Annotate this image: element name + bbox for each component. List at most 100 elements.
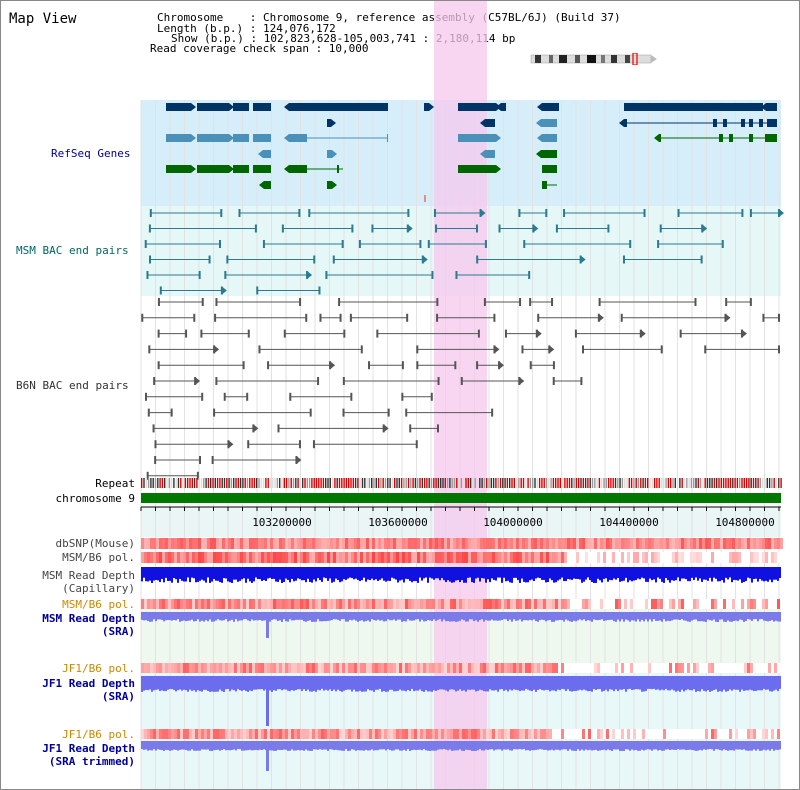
heat-cell: [543, 552, 546, 563]
depth-bar: [543, 567, 545, 580]
depth-bar: [287, 567, 289, 580]
read-depth-tracks[interactable]: [141, 567, 781, 771]
depth-bar: [309, 567, 311, 582]
depth-bar: [675, 741, 677, 750]
depth-bar: [625, 741, 627, 750]
heat-cell: [252, 538, 255, 549]
heat-cell: [486, 729, 489, 739]
heat-cell: [705, 663, 708, 673]
depth-bar: [629, 741, 631, 751]
repeat-element: [141, 478, 143, 488]
bac-end: [149, 209, 152, 217]
depth-bar: [721, 741, 723, 751]
depth-bar: [143, 676, 145, 691]
repeat-element: [304, 478, 306, 488]
heat-cell: [672, 663, 675, 673]
refseq-genes-track[interactable]: [166, 103, 777, 202]
depth-bar: [585, 741, 587, 750]
depth-bar: [651, 741, 653, 751]
repeat-element: [244, 478, 246, 488]
heat-cell: [474, 538, 477, 549]
depth-bar: [311, 676, 313, 692]
heat-cell: [144, 663, 147, 673]
depth-bar: [319, 567, 321, 581]
heat-cell: [588, 552, 591, 563]
heat-cell: [456, 538, 459, 549]
depth-bar: [163, 612, 165, 622]
depth-bar: [407, 676, 409, 690]
depth-bar: [325, 741, 327, 750]
heat-cell: [450, 729, 453, 739]
heat-cell: [726, 599, 729, 609]
depth-bar: [549, 741, 551, 751]
depth-bar: [323, 612, 325, 622]
depth-bar: [283, 612, 285, 620]
depth-bar: [361, 612, 363, 621]
depth-bar: [735, 612, 737, 621]
depth-bar: [725, 741, 727, 751]
depth-bar: [773, 612, 775, 622]
gene-exon: [541, 150, 557, 158]
depth-bar: [409, 741, 411, 751]
heat-cell: [147, 599, 150, 609]
depth-bar: [431, 567, 433, 579]
msm-bac-track[interactable]: [144, 209, 784, 295]
repeat-element: [262, 478, 265, 488]
heat-cell: [216, 729, 219, 739]
heat-cell: [264, 663, 267, 673]
heat-cell: [345, 729, 348, 739]
heat-cell: [612, 552, 615, 563]
heat-cell: [315, 599, 318, 609]
depth-bar: [303, 567, 305, 581]
depth-bar: [561, 676, 563, 689]
bac-end: [247, 440, 250, 449]
heat-cell: [168, 599, 171, 609]
heat-cell: [462, 538, 465, 549]
heat-cell: [591, 538, 594, 549]
heat-cell: [699, 729, 702, 739]
heat-cell: [321, 538, 324, 549]
chromosome-bar[interactable]: [141, 493, 781, 503]
heat-cell: [426, 663, 429, 673]
depth-bar: [503, 741, 505, 750]
depth-bar: [385, 676, 387, 692]
depth-bar: [541, 567, 543, 580]
heat-cell: [213, 599, 216, 609]
depth-bar: [305, 612, 307, 622]
heat-cell: [591, 552, 594, 563]
depth-bar: [683, 741, 685, 750]
depth-bar: [661, 741, 663, 751]
repeat-element: [621, 478, 624, 488]
heat-cell: [705, 599, 708, 609]
depth-bar: [499, 567, 501, 578]
bac-end: [679, 329, 682, 338]
depth-bar: [739, 612, 741, 620]
repeat-element: [693, 478, 695, 488]
depth-bar: [771, 741, 773, 750]
repeat-element: [674, 478, 676, 488]
heat-cell: [561, 729, 564, 739]
heat-cell: [402, 552, 405, 563]
depth-bar: [721, 612, 723, 620]
depth-bar: [777, 612, 779, 622]
heat-cell: [192, 663, 195, 673]
repeat-track[interactable]: [141, 478, 782, 488]
depth-bar: [231, 567, 233, 583]
highlight-region[interactable]: [434, 1, 487, 790]
heat-cell: [636, 552, 639, 563]
heat-cell: [681, 599, 684, 609]
depth-bar: [401, 676, 403, 691]
depth-bar: [349, 567, 351, 578]
heatmap-tracks[interactable]: [141, 538, 783, 739]
depth-bar: [173, 741, 175, 750]
repeat-element: [486, 478, 488, 488]
b6n-bac-track[interactable]: [141, 298, 780, 480]
heat-cell: [648, 663, 651, 673]
depth-bar: [521, 676, 523, 691]
chromosome-ideogram[interactable]: [529, 53, 659, 65]
depth-bar: [441, 612, 443, 622]
heat-cell: [279, 552, 282, 563]
depth-bar: [407, 741, 409, 750]
bac-end: [343, 329, 346, 338]
